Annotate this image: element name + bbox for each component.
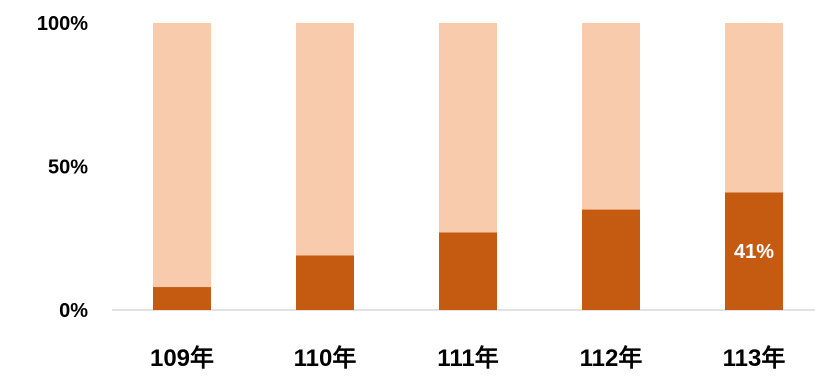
- bar-segment-dark: [296, 255, 354, 310]
- bar-segment-dark: [153, 287, 211, 310]
- bar-segment-dark: [582, 209, 640, 310]
- data-label: 41%: [734, 241, 774, 263]
- y-tick-label: 50%: [48, 157, 88, 179]
- bars: [153, 23, 783, 310]
- bar-segment-light: [296, 23, 354, 256]
- y-tick-label: 0%: [59, 300, 88, 322]
- y-axis-labels: 0% 50% 100%: [37, 13, 88, 322]
- x-axis-labels: 109年 110年 111年 112年 113年: [150, 344, 785, 372]
- x-tick-label: 112年: [580, 344, 643, 372]
- bar-segment-light: [439, 23, 497, 233]
- x-tick-label: 110年: [294, 344, 357, 372]
- bar-segment-dark: [725, 192, 783, 310]
- y-tick-label: 100%: [37, 13, 88, 35]
- bar-segment-light: [153, 23, 211, 288]
- bar-segment-dark: [439, 232, 497, 310]
- x-tick-label: 113年: [723, 344, 786, 372]
- x-tick-label: 109年: [150, 344, 214, 372]
- bar-segment-light: [582, 23, 640, 210]
- bar-segment-light: [725, 23, 783, 193]
- x-tick-label: 111年: [437, 344, 498, 372]
- data-labels: 41%: [734, 241, 774, 263]
